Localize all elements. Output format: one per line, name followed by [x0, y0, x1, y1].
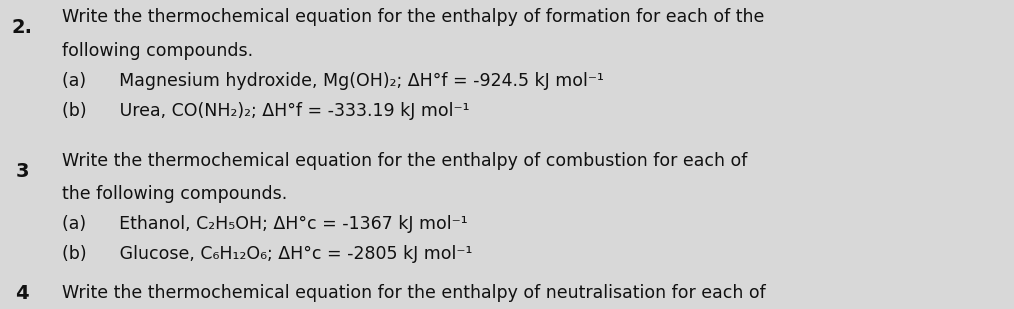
Text: Write the thermochemical equation for the enthalpy of neutralisation for each of: Write the thermochemical equation for th… — [62, 284, 766, 302]
Text: following compounds.: following compounds. — [62, 42, 254, 60]
Text: (b)      Glucose, C₆H₁₂O₆; ΔH°c = -2805 kJ mol⁻¹: (b) Glucose, C₆H₁₂O₆; ΔH°c = -2805 kJ mo… — [62, 245, 473, 263]
Text: (a)      Ethanol, C₂H₅OH; ΔH°c = -1367 kJ mol⁻¹: (a) Ethanol, C₂H₅OH; ΔH°c = -1367 kJ mol… — [62, 215, 467, 233]
Text: 4: 4 — [15, 284, 28, 303]
Text: Write the thermochemical equation for the enthalpy of formation for each of the: Write the thermochemical equation for th… — [62, 8, 765, 26]
Text: (b)      Urea, CO(NH₂)₂; ΔH°f = -333.19 kJ mol⁻¹: (b) Urea, CO(NH₂)₂; ΔH°f = -333.19 kJ mo… — [62, 102, 469, 120]
Text: 3: 3 — [15, 162, 28, 181]
Text: the following compounds.: the following compounds. — [62, 185, 287, 203]
Text: 2.: 2. — [11, 18, 32, 37]
Text: Write the thermochemical equation for the enthalpy of combustion for each of: Write the thermochemical equation for th… — [62, 152, 747, 170]
Text: (a)      Magnesium hydroxide, Mg(OH)₂; ΔH°f = -924.5 kJ mol⁻¹: (a) Magnesium hydroxide, Mg(OH)₂; ΔH°f =… — [62, 72, 604, 90]
